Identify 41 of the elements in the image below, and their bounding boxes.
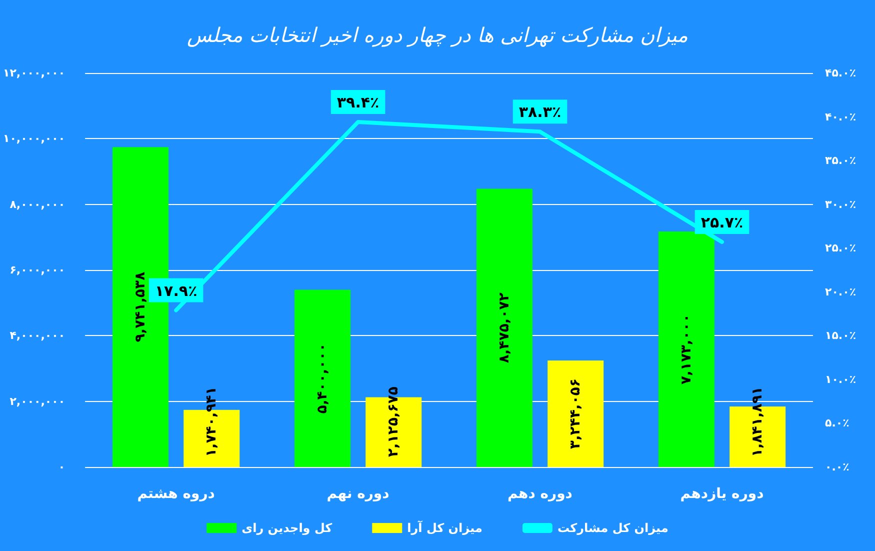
data-label: ۳۸.۳٪ xyxy=(518,103,562,122)
y2-tick-label: ۴۰.۰٪ xyxy=(825,110,856,124)
data-label: ۲,۱۲۵,۶۷۵ xyxy=(386,386,402,457)
bar xyxy=(658,231,714,467)
bar xyxy=(294,290,350,467)
y2-tick-label: ۲۵.۰٪ xyxy=(825,242,856,255)
data-label: ۱,۸۴۱,۸۹۱ xyxy=(750,386,766,457)
y-tick-label: ۴,۰۰۰,۰۰۰ xyxy=(10,329,66,342)
y-tick-label: ۶,۰۰۰,۰۰۰ xyxy=(10,264,66,276)
data-label: ۳۹.۴٪ xyxy=(336,94,380,112)
legend-label: میزان کل مشارکت xyxy=(557,521,668,535)
y2-tick-label: ۱۵.۰٪ xyxy=(825,329,856,342)
x-tick-label: دوره دهم xyxy=(508,486,573,502)
x-tick-label: دوره نهم xyxy=(326,486,390,502)
data-label: ۳,۲۴۴,۰۵۶ xyxy=(568,378,584,449)
y2-tick-label: ۵.۰٪ xyxy=(825,416,850,430)
data-label: ۸,۴۷۵,۰۷۲ xyxy=(496,292,512,364)
data-label: ۱۷.۹٪ xyxy=(154,282,198,300)
y2-tick-label: ۳۰.۰٪ xyxy=(825,198,856,211)
y-tick-label: ۱۰,۰۰۰,۰۰۰ xyxy=(2,132,66,146)
y-tick-label: ۸,۰۰۰,۰۰۰ xyxy=(10,198,66,211)
data-label: ۲۵.۷٪ xyxy=(700,213,744,232)
y2-tick-label: ۲۰.۰٪ xyxy=(825,285,856,298)
y-tick-label: ۰ xyxy=(58,460,66,474)
legend-label: میزان کل آرا xyxy=(407,520,482,535)
data-label: ۵,۴۰۰,۰۰۰ xyxy=(314,343,330,414)
chart-title: میزان مشارکت تهرانی ها در چهار دوره اخیر انتخابات مجلس xyxy=(187,23,688,47)
y2-tick-label: ۴۵.۰٪ xyxy=(825,66,856,80)
data-label: ۷,۱۷۳,۰۰۰ xyxy=(678,314,694,384)
x-tick-label: دوره یازدهم xyxy=(680,486,764,502)
data-label: ۹,۷۴۱,۵۳۸ xyxy=(132,271,148,342)
y2-tick-label: ۳۵.۰٪ xyxy=(825,154,856,168)
x-tick-label: دروه هشتم xyxy=(137,486,215,502)
y2-tick-label: ۰.۰٪ xyxy=(825,460,850,474)
bar xyxy=(476,188,532,467)
y-tick-label: ۲,۰۰۰,۰۰۰ xyxy=(10,394,66,408)
y2-tick-label: ۱۰.۰٪ xyxy=(825,372,856,386)
bar xyxy=(548,360,604,467)
data-label: ۱,۷۴۰,۹۴۱ xyxy=(204,386,220,457)
legend-label: کل واجدین رای xyxy=(242,521,332,535)
y-tick-label: ۱۲,۰۰۰,۰۰۰ xyxy=(2,66,66,80)
